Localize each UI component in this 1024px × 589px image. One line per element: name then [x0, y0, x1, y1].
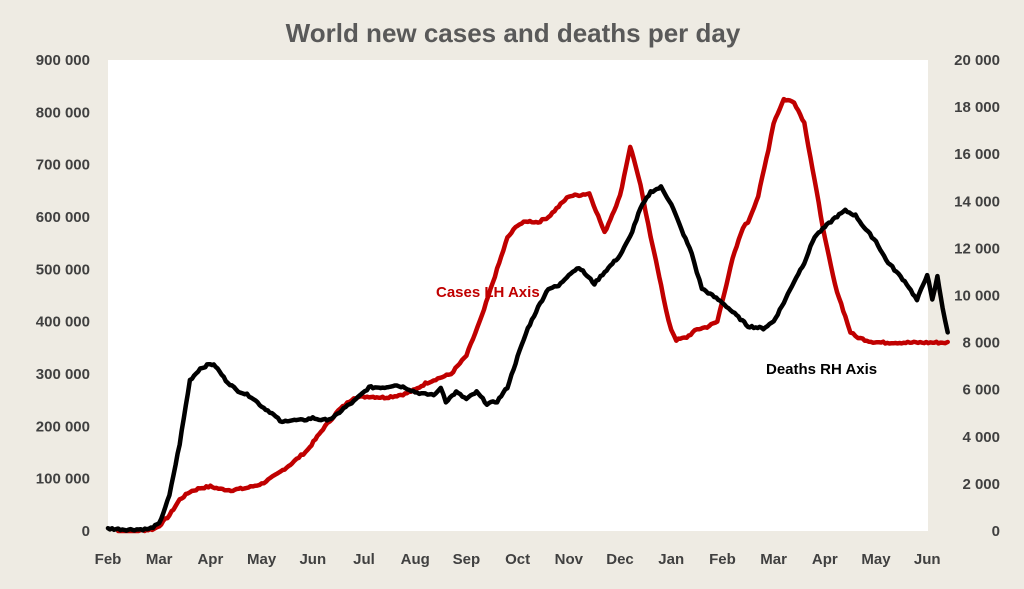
x-tick-label: Jul	[353, 551, 375, 568]
x-tick-label: Sep	[453, 551, 481, 568]
x-axis: Feb Mar Apr May Jun Jul Aug Sep Oct Nov Dec Jan Feb M…	[95, 551, 941, 568]
cases-line	[115, 96, 950, 534]
right-y-axis: 0 2 000 4 000 6 000 8 000 10 000 12 000 14 000 1…	[954, 52, 1000, 540]
x-tick-label: Dec	[606, 551, 634, 568]
left-tick-label: 300 000	[36, 366, 90, 383]
right-tick-label: 20 000	[954, 52, 1000, 69]
x-tick-label: May	[247, 551, 277, 568]
x-tick-label: Mar	[146, 551, 173, 568]
left-y-axis: 0 100 000 200 000 300 000 400 000 500 000 600 …	[36, 52, 90, 540]
right-tick-label: 16 000	[954, 146, 1000, 163]
x-tick-label: Jun	[299, 551, 326, 568]
series-layer	[105, 96, 950, 534]
x-tick-label: Oct	[505, 551, 530, 568]
left-tick-label: 700 000	[36, 157, 90, 174]
x-tick-label: Mar	[760, 551, 787, 568]
x-tick-label: Nov	[555, 551, 584, 568]
right-tick-label: 14 000	[954, 193, 1000, 210]
x-tick-label: Feb	[95, 551, 122, 568]
cases-annotation: Cases LH Axis	[436, 284, 540, 301]
x-tick-label: May	[861, 551, 891, 568]
right-tick-label: 12 000	[954, 240, 1000, 257]
left-tick-label: 500 000	[36, 261, 90, 278]
right-tick-label: 2 000	[962, 476, 1000, 493]
left-tick-label: 200 000	[36, 418, 90, 435]
right-tick-label: 10 000	[954, 288, 1000, 305]
x-tick-label: Feb	[709, 551, 736, 568]
right-tick-label: 6 000	[962, 382, 1000, 399]
x-tick-label: Aug	[401, 551, 430, 568]
x-tick-label: Jun	[914, 551, 941, 568]
deaths-annotation: Deaths RH Axis	[766, 361, 877, 378]
left-tick-label: 800 000	[36, 104, 90, 121]
left-tick-label: 100 000	[36, 471, 90, 488]
right-tick-label: 0	[992, 523, 1000, 540]
left-tick-label: 0	[82, 523, 90, 540]
left-tick-label: 900 000	[36, 52, 90, 69]
x-tick-label: Apr	[812, 551, 838, 568]
x-tick-label: Apr	[197, 551, 223, 568]
x-tick-label: Jan	[658, 551, 684, 568]
right-tick-label: 8 000	[962, 335, 1000, 352]
right-tick-label: 4 000	[962, 429, 1000, 446]
right-tick-label: 18 000	[954, 99, 1000, 116]
left-tick-label: 400 000	[36, 314, 90, 331]
plot-area	[108, 60, 928, 531]
chart-title: World new cases and deaths per day	[286, 18, 741, 48]
deaths-line	[105, 184, 950, 533]
left-tick-label: 600 000	[36, 209, 90, 226]
